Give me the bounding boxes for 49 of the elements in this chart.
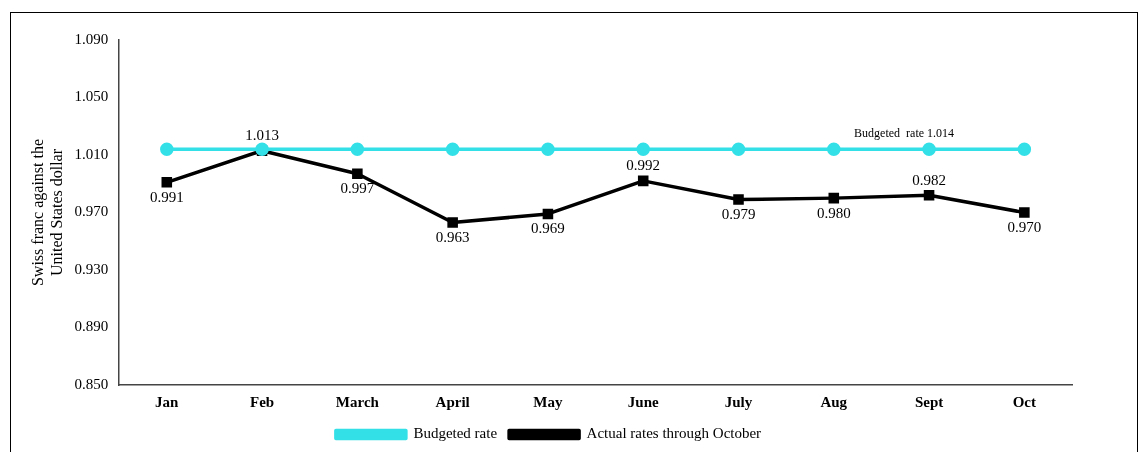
y-tick-label: 1.050 bbox=[74, 88, 109, 105]
data-label: 0.969 bbox=[531, 220, 565, 237]
y-tick-label: 1.010 bbox=[74, 145, 109, 162]
point bbox=[445, 142, 460, 156]
legend-label: Budgeted rate bbox=[413, 425, 498, 442]
point bbox=[160, 142, 174, 156]
point bbox=[1019, 207, 1030, 218]
x-tick-label: Feb bbox=[249, 393, 275, 410]
x-tick-label: May bbox=[533, 393, 563, 410]
point bbox=[827, 142, 841, 156]
x-tick-label: July bbox=[724, 393, 753, 410]
data-label: 0.970 bbox=[1007, 218, 1042, 235]
y-tick-label: 0.850 bbox=[74, 375, 109, 392]
y-tick-label: 0.970 bbox=[74, 203, 109, 220]
x-tick-label: March bbox=[335, 393, 380, 410]
point bbox=[541, 142, 555, 156]
point bbox=[542, 208, 554, 220]
point bbox=[1017, 142, 1032, 156]
data-label: 0.963 bbox=[435, 229, 470, 245]
y-tick-label: 0.930 bbox=[74, 260, 109, 277]
data-label: 0.982 bbox=[912, 171, 946, 188]
data-label: 0.997 bbox=[340, 180, 375, 197]
point bbox=[733, 194, 744, 205]
data-label: 0.979 bbox=[721, 206, 756, 222]
point bbox=[923, 189, 935, 201]
x-tick-label: Sept bbox=[914, 393, 944, 410]
legend-label: Actual rates through October bbox=[586, 425, 762, 442]
x-tick-label: Oct bbox=[1012, 393, 1037, 410]
data-label: 1.013 bbox=[245, 127, 279, 144]
point bbox=[637, 175, 649, 187]
data-label: 0.980 bbox=[816, 204, 851, 221]
point bbox=[828, 192, 840, 204]
annotation: Budgeted rate 1.014 bbox=[854, 126, 955, 141]
x-tick-label: Jan bbox=[155, 393, 180, 410]
point bbox=[352, 168, 363, 179]
x-tick-label: Aug bbox=[820, 393, 848, 410]
point bbox=[731, 142, 746, 156]
y-tick-label: 1.090 bbox=[74, 30, 109, 47]
data-label: 0.991 bbox=[149, 188, 184, 205]
point bbox=[922, 142, 936, 156]
point bbox=[447, 217, 458, 228]
point bbox=[161, 177, 173, 188]
x-tick-label: April bbox=[435, 393, 470, 410]
x-tick-label: June bbox=[627, 393, 659, 410]
point bbox=[636, 142, 650, 156]
y-tick-label: 0.890 bbox=[74, 318, 109, 335]
point bbox=[350, 142, 365, 156]
y-axis-title: Swiss franc against the United States dollar bbox=[28, 138, 65, 287]
data-label: 0.992 bbox=[626, 157, 661, 174]
